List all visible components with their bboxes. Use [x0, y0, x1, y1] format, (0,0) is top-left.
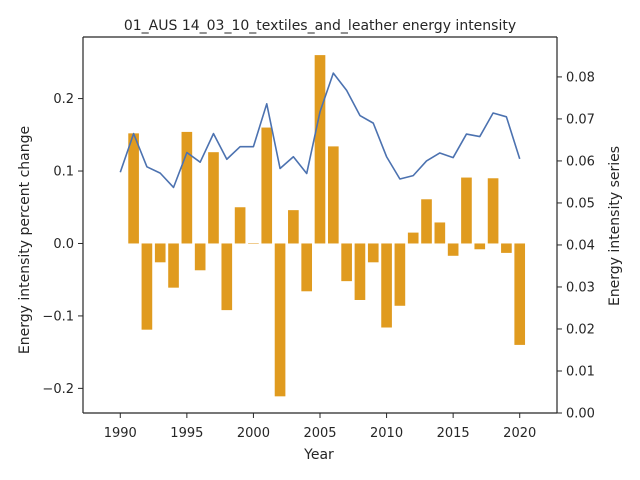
axes: 1990 1995 2000 2005 2010 2015 2020−0.2−0.10.00… [42, 36, 595, 441]
bar [194, 243, 206, 271]
bar [314, 55, 326, 244]
right-y-axis-title: Energy intensity series [607, 146, 623, 306]
bar [248, 243, 259, 244]
right-y-tick-label: 0.05 [566, 196, 595, 211]
line-series [119, 72, 521, 189]
bar [447, 243, 459, 256]
bar [261, 127, 273, 244]
bar [501, 243, 512, 253]
chart-title: 01_AUS 14_03_10_textiles_and_leather ene… [124, 18, 516, 34]
left-y-tick-label: 0.1 [53, 165, 74, 180]
x-tick-label: 2010 [370, 426, 403, 441]
bar-series [128, 55, 526, 397]
bar [141, 243, 153, 330]
bar [128, 133, 139, 244]
bar [407, 232, 419, 244]
left-y-tick-label: −0.1 [42, 309, 74, 324]
left-y-tick-label: 0.2 [53, 92, 74, 107]
x-tick-label: 1995 [170, 426, 203, 441]
right-y-tick-label: 0.03 [566, 280, 595, 295]
bar [208, 152, 219, 244]
left-y-tick-label: 0.0 [53, 237, 74, 252]
x-tick-label: 2005 [303, 426, 336, 441]
x-tick-label: 2000 [237, 426, 270, 441]
series-line [119, 72, 521, 189]
bar [381, 243, 392, 328]
bar [234, 207, 246, 244]
bar [514, 243, 526, 345]
x-tick-label: 2015 [437, 426, 470, 441]
bar [487, 178, 499, 244]
bar [394, 243, 406, 306]
bar [301, 243, 313, 292]
bar [327, 146, 339, 244]
bar [288, 210, 299, 244]
bar [168, 243, 179, 288]
bar [474, 243, 486, 250]
right-y-tick-label: 0.04 [566, 238, 595, 253]
right-y-tick-label: 0.00 [566, 407, 595, 422]
bar [181, 131, 193, 244]
right-y-tick-label: 0.02 [566, 322, 595, 337]
bar [367, 243, 379, 263]
bar [341, 243, 352, 282]
left-y-tick-label: −0.2 [42, 382, 74, 397]
x-tick-label: 1990 [104, 426, 137, 441]
bar [154, 243, 166, 263]
x-tick-label: 2020 [503, 426, 536, 441]
bar [461, 177, 472, 244]
bar [421, 199, 432, 244]
bar [354, 243, 366, 300]
bar [221, 243, 233, 311]
left-y-axis-title: Energy intensity percent change [17, 126, 33, 354]
x-axis-title: Year [303, 447, 334, 463]
bar [274, 243, 286, 397]
right-y-tick-label: 0.06 [566, 154, 595, 169]
right-y-tick-label: 0.07 [566, 112, 595, 127]
right-y-tick-label: 0.08 [566, 70, 595, 85]
right-y-tick-label: 0.01 [566, 364, 595, 379]
bar [434, 222, 446, 244]
